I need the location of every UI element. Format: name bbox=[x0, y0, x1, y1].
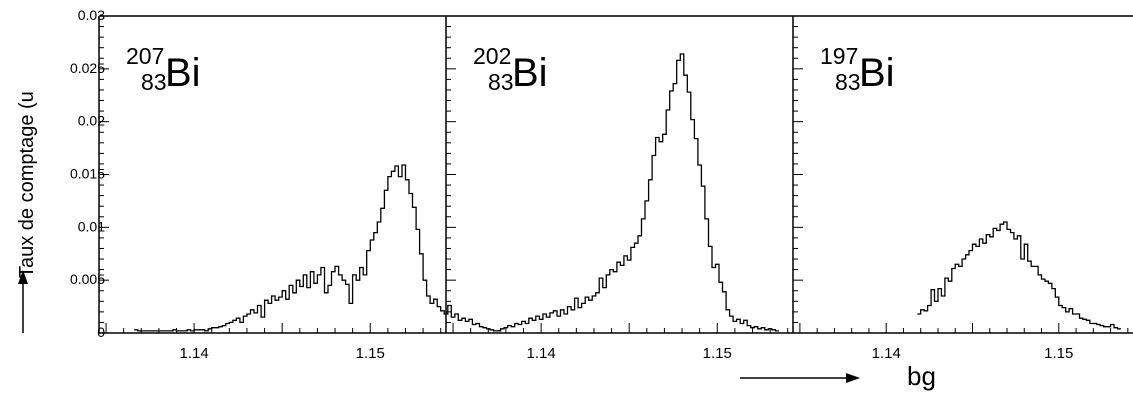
histogram-series bbox=[917, 221, 1121, 330]
x-tick-label: 1.14 bbox=[180, 345, 209, 362]
x-tick-label: 1.14 bbox=[872, 345, 901, 362]
y-tick-label: 0.02 bbox=[78, 113, 105, 129]
y-tick-label: 0.03 bbox=[78, 7, 105, 23]
x-axis-arrow bbox=[740, 373, 860, 383]
isotope-atomic-number: 83 bbox=[835, 69, 861, 95]
y-axis-arrow bbox=[18, 270, 28, 333]
y-tick-label: 0.025 bbox=[70, 60, 105, 76]
isotope-atomic-number: 83 bbox=[488, 69, 514, 95]
y-tick-label: 0.01 bbox=[78, 218, 105, 234]
y-tick-label: 0 bbox=[97, 324, 105, 340]
x-tick-label: 1.15 bbox=[1044, 345, 1073, 362]
y-tick-labels: 0 0.005 0.01 0.015 0.02 0.025 0.03 bbox=[70, 7, 105, 340]
x-tick-label: 1.15 bbox=[703, 345, 732, 362]
isotope-mass-number: 207 bbox=[126, 43, 164, 69]
histogram-series bbox=[134, 164, 501, 332]
isotope-element-symbol: Bi bbox=[165, 51, 201, 95]
isotope-element-symbol: Bi bbox=[512, 51, 548, 95]
isotope-element-symbol: Bi bbox=[859, 51, 895, 95]
x-tick-label: 1.14 bbox=[527, 345, 556, 362]
y-tick-label: 0.015 bbox=[70, 166, 105, 182]
histogram-series bbox=[497, 53, 779, 332]
y-axis-title: Taux de comptage (u bbox=[16, 91, 38, 278]
y-tick-label: 0.005 bbox=[70, 271, 105, 287]
isotope-mass-number: 202 bbox=[473, 43, 511, 69]
x-axis-title: bg bbox=[907, 361, 936, 391]
isotope-atomic-number: 83 bbox=[141, 69, 167, 95]
x-tick-label: 1.15 bbox=[356, 345, 385, 362]
isotope-mass-number: 197 bbox=[820, 43, 858, 69]
